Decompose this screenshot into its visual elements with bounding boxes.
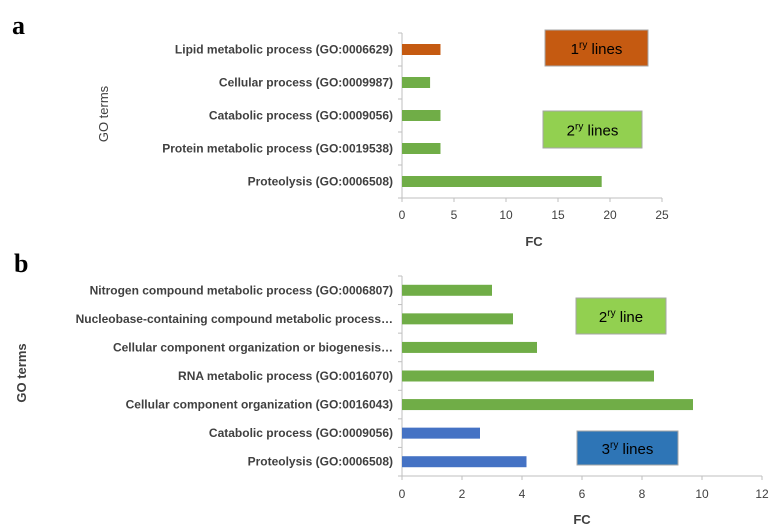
annotation-text: 1ry lines — [571, 40, 623, 58]
x-tick-label: 6 — [579, 487, 586, 501]
panel-label-a: a — [12, 11, 25, 40]
annotation-box — [542, 110, 643, 149]
panel-a-y-axis-title: GO terms — [96, 85, 111, 142]
y-category-label: Cellular component organization (GO:0016… — [126, 398, 393, 412]
panel-a-plot: 0 5 10 15 20 25 Lipid metabolic process (GO:00… — [162, 29, 669, 222]
panel-b-x-axis-title: FC — [573, 512, 591, 527]
bar — [402, 143, 441, 154]
y-category-label: Nucleobase-containing compound metabolic… — [76, 312, 393, 326]
annotation-box — [575, 297, 667, 335]
bar — [402, 77, 431, 88]
bar — [402, 370, 654, 382]
bar — [402, 44, 441, 55]
panel-label-b: b — [14, 249, 28, 278]
bar — [402, 427, 480, 439]
panel-a-x-axis-title: FC — [525, 234, 543, 249]
bar — [402, 341, 537, 353]
x-tick-label: 10 — [499, 208, 513, 222]
y-category-label: Protein metabolic process (GO:0019538) — [162, 142, 393, 156]
y-category-label: RNA metabolic process (GO:0016070) — [178, 369, 393, 383]
annotation-text: 2ry lines — [567, 122, 619, 140]
x-tick-label: 8 — [639, 487, 646, 501]
x-tick-label: 12 — [755, 487, 769, 501]
y-category-label: Cellular component organization or bioge… — [113, 340, 393, 354]
y-category-label: Lipid metabolic process (GO:0006629) — [175, 43, 393, 57]
x-tick-label: 15 — [551, 208, 565, 222]
x-tick-label: 20 — [603, 208, 617, 222]
x-tick-label: 25 — [655, 208, 669, 222]
bar — [402, 399, 693, 411]
panel-b-plot: 0 2 4 6 8 10 12 Nitrogen compound metabolic pro… — [76, 275, 769, 501]
y-category-label: Proteolysis (GO:0006508) — [248, 175, 393, 189]
x-tick-label: 10 — [695, 487, 709, 501]
bar — [402, 313, 513, 325]
panel-b-y-axis-title: GO terms — [14, 343, 29, 402]
bar — [402, 110, 441, 121]
annotation-box — [576, 430, 679, 466]
annotation-box — [544, 29, 649, 67]
y-category-label: Proteolysis (GO:0006508) — [248, 455, 393, 469]
y-category-label: Catabolic process (GO:0009056) — [209, 426, 393, 440]
bar — [402, 176, 602, 187]
bar — [402, 456, 527, 468]
y-category-label: Nitrogen compound metabolic process (GO:… — [90, 283, 393, 297]
x-tick-label: 0 — [399, 208, 406, 222]
x-tick-label: 0 — [399, 487, 406, 501]
y-category-label: Cellular process (GO:0009987) — [219, 76, 393, 90]
x-tick-label: 4 — [519, 487, 526, 501]
y-category-label: Catabolic process (GO:0009056) — [209, 109, 393, 123]
annotation-text: 3ry lines — [602, 440, 654, 458]
x-tick-label: 2 — [459, 487, 466, 501]
x-tick-label: 5 — [451, 208, 458, 222]
annotation-text: 2ry line — [599, 308, 643, 326]
bar — [402, 284, 492, 296]
